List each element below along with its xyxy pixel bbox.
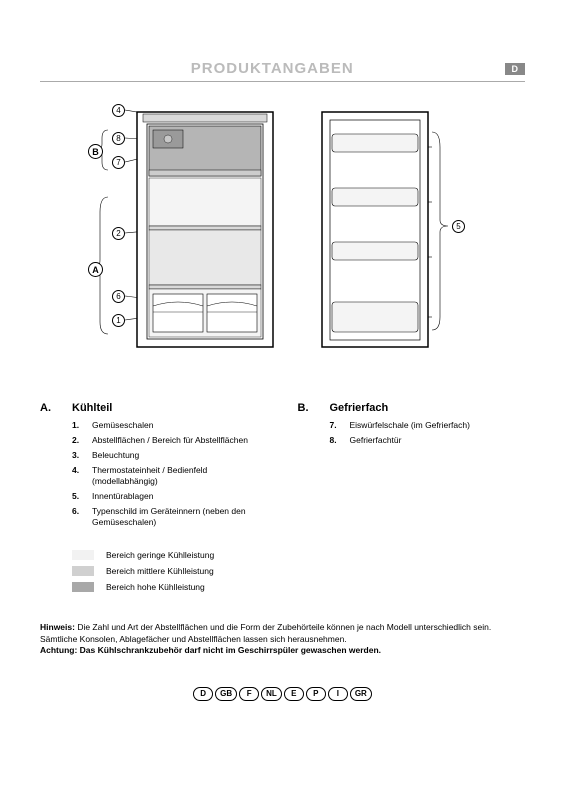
callout-8: 8	[112, 132, 125, 145]
sections-columns: A. Kühlteil 1. Gemüseschalen 2. Abstellfläc…	[40, 402, 525, 532]
item-number: 7.	[330, 420, 342, 431]
callout-1: 1	[112, 314, 125, 327]
cooling-legend: Bereich geringe Kühlleistung Bereich mitt…	[72, 550, 525, 592]
legend-row: Bereich geringe Kühlleistung	[72, 550, 525, 560]
header-row: PRODUKTANGABEN D	[40, 60, 525, 82]
legend-text: Bereich geringe Kühlleistung	[106, 550, 214, 560]
item-text: Gefrierfachtür	[350, 435, 526, 446]
diagram-area: 4 8B7 2 A6 1 5	[40, 102, 525, 382]
item-text: Innentürablagen	[92, 491, 268, 502]
lang-pill-gr[interactable]: GR	[350, 687, 372, 701]
section-b-title: Gefrierfach	[330, 402, 389, 414]
language-badge: D	[505, 63, 526, 75]
legend-row: Bereich hohe Kühlleistung	[72, 582, 525, 592]
section-a-title: Kühlteil	[72, 402, 112, 414]
note-hinweis-text: Die Zahl und Art der Abstellflächen und …	[75, 622, 491, 632]
lang-pill-i[interactable]: I	[328, 687, 348, 701]
item-text: Eiswürfelschale (im Gefrierfach)	[350, 420, 526, 431]
language-selector-row: DGBFNLEPIGR	[40, 687, 525, 701]
lang-pill-e[interactable]: E	[284, 687, 304, 701]
legend-swatch	[72, 566, 94, 576]
section-a-heading: A. Kühlteil	[40, 402, 268, 414]
lang-pill-nl[interactable]: NL	[261, 687, 282, 701]
callout-4: 4	[112, 104, 125, 117]
lang-pill-f[interactable]: F	[239, 687, 259, 701]
door-diagram	[320, 102, 430, 352]
section-a: A. Kühlteil 1. Gemüseschalen 2. Abstellfläc…	[40, 402, 268, 532]
list-item: 4. Thermostateinheit / Bedienfeld (modell…	[72, 465, 268, 487]
lang-pill-p[interactable]: P	[306, 687, 326, 701]
item-text: Gemüseschalen	[92, 420, 268, 431]
note-line-1: Hinweis: Die Zahl und Art der Abstellflä…	[40, 622, 525, 633]
list-item: 8. Gefrierfachtür	[330, 435, 526, 446]
note-line-2: Sämtliche Konsolen, Ablagefächer und Abs…	[40, 634, 525, 645]
section-a-items: 1. Gemüseschalen 2. Abstellflächen / Bereic…	[40, 420, 268, 528]
item-number: 4.	[72, 465, 84, 487]
legend-text: Bereich hohe Kühlleistung	[106, 582, 205, 592]
section-b-letter: B.	[298, 402, 312, 414]
list-item: 6. Typenschild im Geräteinnern (neben den…	[72, 506, 268, 528]
page-title: PRODUKTANGABEN	[40, 60, 505, 77]
item-number: 1.	[72, 420, 84, 431]
fridge-diagram	[135, 102, 275, 352]
list-item: 2. Abstellflächen / Bereich für Abstellfl…	[72, 435, 268, 446]
item-text: Abstellflächen / Bereich für Abstellfläc…	[92, 435, 268, 446]
callout-B: B	[88, 144, 103, 159]
lang-pill-d[interactable]: D	[193, 687, 213, 701]
item-number: 8.	[330, 435, 342, 446]
item-text: Beleuchtung	[92, 450, 268, 461]
legend-swatch	[72, 550, 94, 560]
callout-5: 5	[452, 220, 465, 233]
list-item: 3. Beleuchtung	[72, 450, 268, 461]
item-number: 2.	[72, 435, 84, 446]
callout-A: A	[88, 262, 103, 277]
list-item: 7. Eiswürfelschale (im Gefrierfach)	[330, 420, 526, 431]
section-a-letter: A.	[40, 402, 54, 414]
section-b: B. Gefrierfach 7. Eiswürfelschale (im Gef…	[298, 402, 526, 532]
section-b-items: 7. Eiswürfelschale (im Gefrierfach) 8. Gefr…	[298, 420, 526, 446]
legend-swatch	[72, 582, 94, 592]
note-hinweis-label: Hinweis:	[40, 622, 75, 632]
callout-7: 7	[112, 156, 125, 169]
note-achtung: Achtung: Das Kühlschrankzubehör darf nic…	[40, 645, 525, 656]
section-b-heading: B. Gefrierfach	[298, 402, 526, 414]
list-item: 1. Gemüseschalen	[72, 420, 268, 431]
callout-2: 2	[112, 227, 125, 240]
item-text: Thermostateinheit / Bedienfeld (modellab…	[92, 465, 268, 487]
legend-row: Bereich mittlere Kühlleistung	[72, 566, 525, 576]
item-number: 5.	[72, 491, 84, 502]
item-text: Typenschild im Geräteinnern (neben den G…	[92, 506, 268, 528]
legend-text: Bereich mittlere Kühlleistung	[106, 566, 214, 576]
item-number: 3.	[72, 450, 84, 461]
item-number: 6.	[72, 506, 84, 528]
list-item: 5. Innentürablagen	[72, 491, 268, 502]
lang-pill-gb[interactable]: GB	[215, 687, 237, 701]
callout-6: 6	[112, 290, 125, 303]
notes-block: Hinweis: Die Zahl und Art der Abstellflä…	[40, 622, 525, 656]
